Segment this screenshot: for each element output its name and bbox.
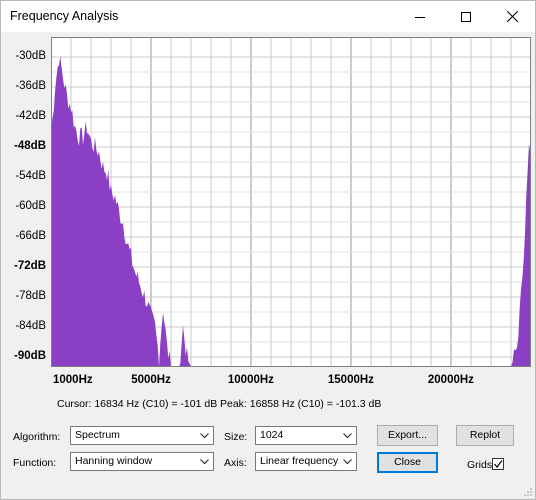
y-tick-label: -42dB xyxy=(15,110,46,122)
y-tick-label: -84dB xyxy=(15,320,46,332)
x-tick-label: 5000Hz xyxy=(131,374,171,386)
axis-select[interactable]: Linear frequency xyxy=(255,452,357,471)
plot-border xyxy=(51,37,531,367)
function-value: Hanning window xyxy=(75,455,153,467)
chevron-down-icon xyxy=(343,459,352,465)
chevron-down-icon xyxy=(200,459,209,465)
axis-value: Linear frequency xyxy=(260,455,339,467)
grids-label: Grids xyxy=(467,459,493,471)
peak-readout: Peak: 16858 Hz (C10) = -101.3 dB xyxy=(220,398,382,410)
x-tick-label: 1000Hz xyxy=(53,374,93,386)
maximize-icon xyxy=(461,11,471,22)
window-title: Frequency Analysis xyxy=(10,9,119,23)
chevron-down-icon xyxy=(343,433,352,439)
minimize-icon xyxy=(415,16,425,18)
maximize-button[interactable] xyxy=(443,1,489,32)
close-button[interactable]: Close xyxy=(377,452,438,473)
spectrum-plot[interactable] xyxy=(51,37,531,367)
y-tick-label: -48dB xyxy=(14,140,46,152)
x-tick-label: 15000Hz xyxy=(327,374,374,386)
title-bar[interactable]: Frequency Analysis xyxy=(1,1,535,32)
export-button[interactable]: Export... xyxy=(377,425,438,446)
axis-label: Axis: xyxy=(224,457,247,469)
size-select[interactable]: 1024 xyxy=(255,426,357,445)
x-tick-label: 10000Hz xyxy=(227,374,274,386)
function-select[interactable]: Hanning window xyxy=(70,452,214,471)
y-tick-label: -30dB xyxy=(15,50,46,62)
size-value: 1024 xyxy=(260,429,284,441)
close-icon xyxy=(506,11,518,22)
size-label: Size: xyxy=(224,431,248,443)
y-tick-label: -72dB xyxy=(14,260,46,272)
y-tick-label: -66dB xyxy=(15,230,46,242)
y-tick-label: -60dB xyxy=(15,200,46,212)
grids-checkbox[interactable] xyxy=(492,458,504,470)
algorithm-value: Spectrum xyxy=(75,429,120,441)
resize-grip-icon[interactable] xyxy=(523,487,533,497)
minimize-button[interactable] xyxy=(397,1,443,32)
replot-button[interactable]: Replot xyxy=(456,425,514,446)
spectrum-area xyxy=(51,56,531,367)
function-label: Function: xyxy=(13,457,57,469)
close-window-button[interactable] xyxy=(489,1,535,32)
algorithm-select[interactable]: Spectrum xyxy=(70,426,214,445)
x-tick-label: 20000Hz xyxy=(427,374,474,386)
y-tick-label: -90dB xyxy=(14,350,46,362)
y-tick-label: -54dB xyxy=(15,170,46,182)
cursor-readout: Cursor: 16834 Hz (C10) = -101 dB xyxy=(57,398,218,410)
chevron-down-icon xyxy=(200,433,209,439)
y-tick-label: -78dB xyxy=(15,290,46,302)
algorithm-label: Algorithm: xyxy=(13,431,61,443)
y-tick-label: -36dB xyxy=(15,80,46,92)
checkmark-icon xyxy=(494,460,503,468)
